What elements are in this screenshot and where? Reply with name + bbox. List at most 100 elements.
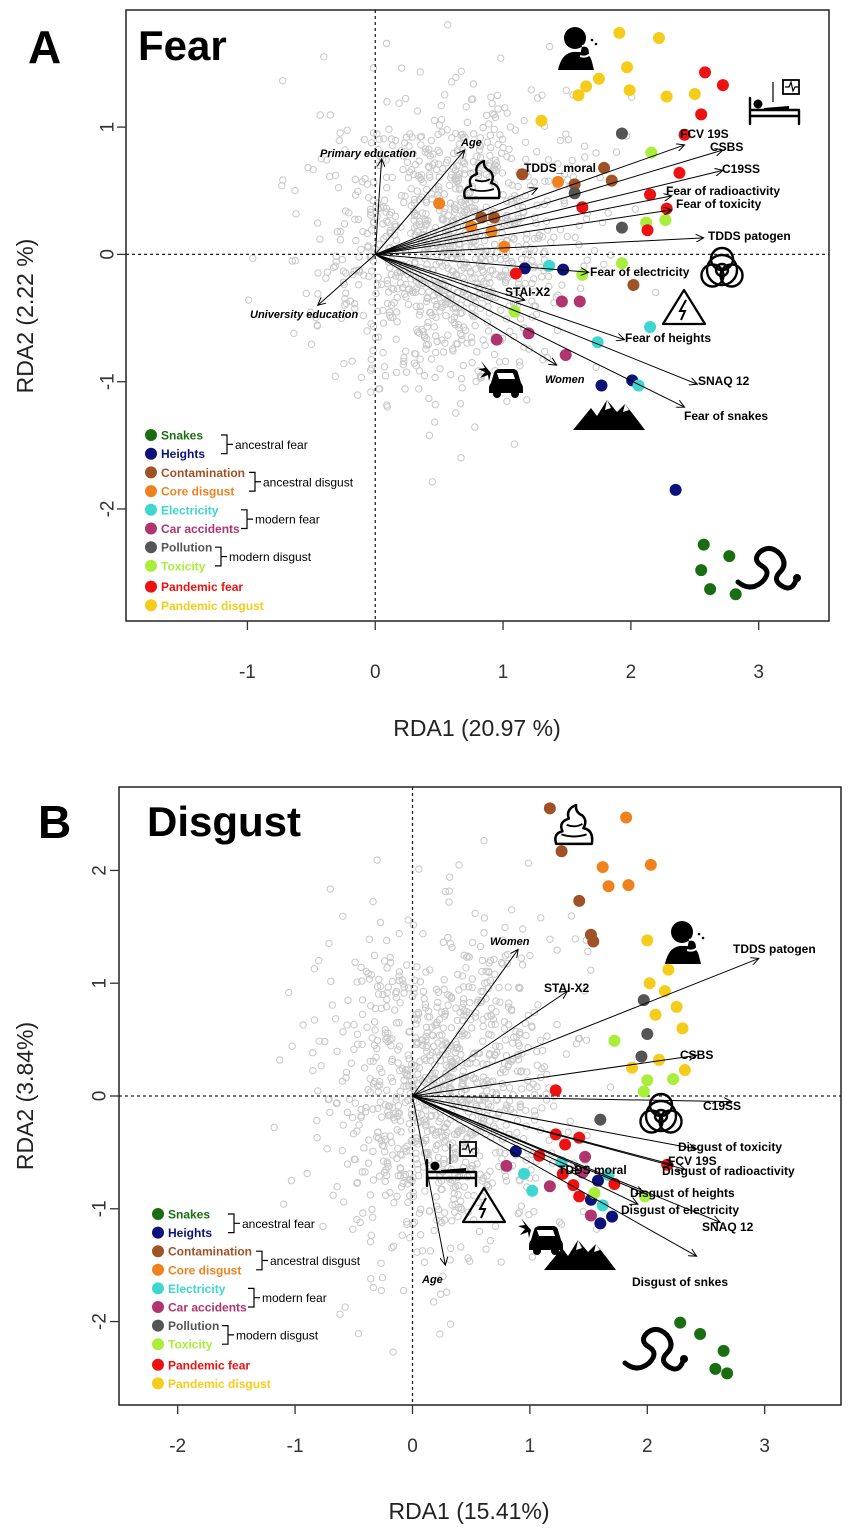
point-car-accidents xyxy=(500,1159,513,1172)
respondent-point xyxy=(468,338,476,346)
panel-letter-a: A xyxy=(28,21,61,73)
respondent-point xyxy=(545,282,553,291)
respondent-point xyxy=(463,1173,472,1181)
respondent-point xyxy=(502,1177,511,1185)
respondent-point xyxy=(538,1065,546,1073)
respondent-point xyxy=(522,396,531,404)
respondent-point xyxy=(450,204,459,212)
respondent-point xyxy=(631,205,640,213)
respondent-point xyxy=(450,1130,459,1139)
x-tick-label: -2 xyxy=(169,1436,186,1457)
respondent-point xyxy=(386,1188,394,1197)
respondent-point xyxy=(399,148,408,156)
respondent-point xyxy=(462,1008,471,1016)
respondent-point xyxy=(414,1070,422,1078)
respondent-point xyxy=(491,1042,500,1050)
respondent-point xyxy=(341,1303,349,1311)
respondent-point xyxy=(292,210,300,218)
respondent-point xyxy=(407,229,415,238)
car-crash-icon xyxy=(478,361,523,398)
legend-label-electricity: Electricity xyxy=(161,503,219,517)
respondent-point xyxy=(515,984,524,993)
respondent-point xyxy=(502,197,511,206)
respondent-point xyxy=(452,270,460,278)
respondent-point xyxy=(503,152,511,161)
respondent-point xyxy=(514,1055,523,1064)
respondent-point xyxy=(364,969,372,978)
respondent-point xyxy=(454,970,462,979)
respondent-point xyxy=(322,156,331,164)
respondent-point xyxy=(288,1042,296,1050)
vector-label-disgust-of-heights: Disgust of heights xyxy=(630,1186,735,1200)
point-pandemic-fear xyxy=(573,1190,586,1203)
mountain-icon xyxy=(544,1240,616,1270)
respondent-point xyxy=(497,958,506,967)
respondent-point xyxy=(538,1104,546,1112)
x-tick-label: 0 xyxy=(407,1436,418,1457)
respondent-point xyxy=(299,1021,307,1029)
respondent-point xyxy=(361,1107,370,1116)
point-electricity xyxy=(518,1167,531,1180)
respondent-point xyxy=(556,136,565,145)
point-snakes xyxy=(723,550,736,563)
snake-icon xyxy=(622,1327,688,1372)
respondent-point xyxy=(438,1031,446,1039)
respondent-point xyxy=(536,1036,545,1044)
vector-label-age: Age xyxy=(460,137,482,149)
respondent-point xyxy=(360,1064,369,1072)
respondent-point xyxy=(394,1059,402,1067)
respondent-point xyxy=(424,162,433,171)
respondent-point xyxy=(451,201,459,209)
vector-label-disgust-of-electricity: Disgust of electricity xyxy=(621,1203,739,1217)
respondent-point xyxy=(388,173,396,182)
respondent-point xyxy=(392,335,400,344)
respondent-point xyxy=(403,158,412,166)
respondent-point xyxy=(606,251,615,259)
high-voltage-icon xyxy=(461,1186,507,1224)
respondent-point xyxy=(612,148,621,156)
respondent-point xyxy=(463,1059,471,1068)
legend-bracket xyxy=(222,1325,234,1345)
point-car-accidents xyxy=(579,1150,592,1163)
respondent-point xyxy=(568,156,576,165)
respondent-point xyxy=(495,1042,504,1051)
respondent-point xyxy=(483,318,491,326)
respondent-point xyxy=(454,1190,462,1199)
respondent-point xyxy=(514,182,522,191)
point-pandemic-disgust xyxy=(653,1053,666,1066)
vector-label-fear-of-electricity: Fear of electricity xyxy=(590,265,690,279)
point-contamination xyxy=(555,845,568,858)
vector-tdds-patogen xyxy=(375,238,703,255)
respondent-point xyxy=(409,1173,417,1182)
respondent-point xyxy=(444,991,452,999)
respondent-point xyxy=(523,230,531,238)
respondent-point xyxy=(439,1024,447,1032)
respondent-point xyxy=(527,86,535,94)
respondent-point xyxy=(447,1024,456,1032)
point-pandemic-disgust xyxy=(662,963,675,976)
respondent-point xyxy=(495,358,504,366)
respondent-point xyxy=(430,159,439,167)
respondent-point xyxy=(538,273,546,281)
point-car-accidents xyxy=(559,348,572,361)
respondent-point xyxy=(519,925,527,933)
respondent-point xyxy=(425,431,434,440)
respondent-point xyxy=(386,264,394,272)
respondent-point xyxy=(446,940,455,948)
respondent-point xyxy=(417,171,426,179)
respondent-point xyxy=(528,1022,536,1030)
respondent-point xyxy=(369,897,377,906)
point-toxicity xyxy=(588,1186,601,1199)
vector-c19ss xyxy=(412,1095,731,1102)
respondent-point xyxy=(393,1192,401,1200)
respondent-point xyxy=(416,68,424,76)
respondent-point xyxy=(342,207,350,215)
respondent-point xyxy=(466,269,475,277)
respondent-point xyxy=(486,956,495,965)
respondent-point xyxy=(367,1275,375,1283)
respondent-point xyxy=(463,118,472,127)
point-pandemic-disgust xyxy=(643,977,656,990)
respondent-point xyxy=(492,1008,500,1016)
respondent-point xyxy=(503,109,511,117)
respondent-point xyxy=(379,203,388,211)
